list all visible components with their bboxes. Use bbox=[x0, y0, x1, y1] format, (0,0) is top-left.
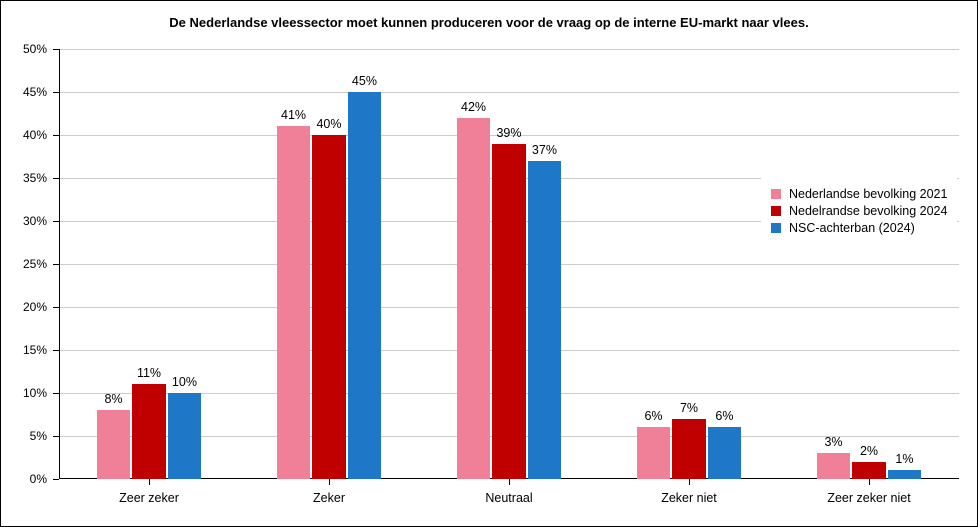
y-tick-label: 0% bbox=[30, 472, 47, 486]
bar: 2% bbox=[852, 462, 885, 479]
y-tick-mark bbox=[53, 479, 59, 480]
x-tick-mark bbox=[149, 479, 150, 485]
bar-value-label: 6% bbox=[644, 409, 662, 423]
bar-value-label: 37% bbox=[532, 143, 557, 157]
y-tick-label: 25% bbox=[23, 257, 47, 271]
y-axis bbox=[59, 49, 60, 479]
bar: 45% bbox=[348, 92, 381, 479]
bar: 1% bbox=[888, 470, 921, 479]
plot-area: 0%5%10%15%20%25%30%35%40%45%50%Zeer zeke… bbox=[59, 49, 959, 479]
bar-value-label: 45% bbox=[352, 74, 377, 88]
y-tick-label: 35% bbox=[23, 171, 47, 185]
y-tick-label: 15% bbox=[23, 343, 47, 357]
bar-value-label: 7% bbox=[680, 401, 698, 415]
gridline-y bbox=[59, 49, 959, 50]
bar-value-label: 41% bbox=[281, 108, 306, 122]
chart-container: De Nederlandse vleessector moet kunnen p… bbox=[0, 0, 978, 527]
bar: 42% bbox=[457, 118, 490, 479]
bar: 10% bbox=[168, 393, 201, 479]
bar-value-label: 1% bbox=[895, 452, 913, 466]
y-tick-label: 10% bbox=[23, 386, 47, 400]
chart-title: De Nederlandse vleessector moet kunnen p… bbox=[1, 15, 977, 30]
legend: Nederlandse bevolking 2021 Nedelrandse be… bbox=[761, 178, 957, 244]
legend-label: Nedelrandse bevolking 2024 bbox=[789, 204, 947, 218]
x-tick-mark bbox=[869, 479, 870, 485]
bar-value-label: 40% bbox=[316, 117, 341, 131]
bar: 3% bbox=[817, 453, 850, 479]
bar-value-label: 3% bbox=[824, 435, 842, 449]
x-tick-label: Zeer zeker bbox=[119, 491, 179, 505]
legend-swatch bbox=[771, 189, 781, 199]
bar-value-label: 2% bbox=[860, 444, 878, 458]
gridline-y bbox=[59, 92, 959, 93]
legend-item: NSC-achterban (2024) bbox=[771, 221, 947, 235]
bar: 6% bbox=[708, 427, 741, 479]
y-tick-label: 45% bbox=[23, 85, 47, 99]
y-tick-label: 40% bbox=[23, 128, 47, 142]
bar-value-label: 39% bbox=[496, 126, 521, 140]
y-tick-label: 50% bbox=[23, 42, 47, 56]
bar: 11% bbox=[132, 384, 165, 479]
x-tick-mark bbox=[509, 479, 510, 485]
bar: 39% bbox=[492, 144, 525, 479]
bar: 6% bbox=[637, 427, 670, 479]
bar: 7% bbox=[672, 419, 705, 479]
bar: 37% bbox=[528, 161, 561, 479]
bar-value-label: 42% bbox=[461, 100, 486, 114]
bar-value-label: 10% bbox=[172, 375, 197, 389]
legend-swatch bbox=[771, 206, 781, 216]
bar-value-label: 6% bbox=[715, 409, 733, 423]
legend-label: NSC-achterban (2024) bbox=[789, 221, 915, 235]
legend-item: Nedelrandse bevolking 2024 bbox=[771, 204, 947, 218]
x-tick-mark bbox=[329, 479, 330, 485]
legend-label: Nederlandse bevolking 2021 bbox=[789, 187, 947, 201]
bar-value-label: 8% bbox=[104, 392, 122, 406]
legend-item: Nederlandse bevolking 2021 bbox=[771, 187, 947, 201]
y-tick-label: 5% bbox=[30, 429, 47, 443]
x-tick-label: Zeer zeker niet bbox=[827, 491, 910, 505]
x-tick-mark bbox=[689, 479, 690, 485]
bar: 8% bbox=[97, 410, 130, 479]
bar-value-label: 11% bbox=[137, 366, 161, 380]
legend-swatch bbox=[771, 223, 781, 233]
y-tick-label: 30% bbox=[23, 214, 47, 228]
x-tick-label: Zeker bbox=[313, 491, 345, 505]
x-tick-label: Neutraal bbox=[485, 491, 532, 505]
y-tick-label: 20% bbox=[23, 300, 47, 314]
bar: 40% bbox=[312, 135, 345, 479]
x-tick-label: Zeker niet bbox=[661, 491, 717, 505]
bar: 41% bbox=[277, 126, 310, 479]
